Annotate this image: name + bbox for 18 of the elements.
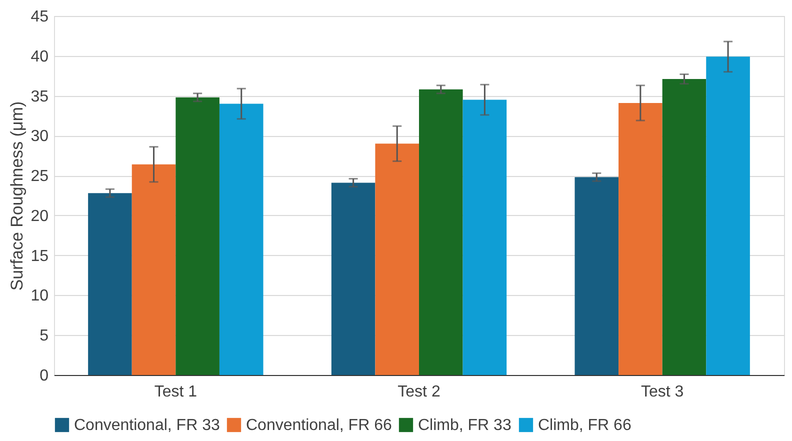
- x-tick-label: Test 2: [398, 384, 440, 400]
- legend-label: Conventional, FR 33: [74, 417, 220, 434]
- x-tick-label: Test 1: [154, 384, 198, 400]
- y-axis-title: Surface Roughness (μm): [8, 101, 27, 291]
- y-tick-label: 35: [30, 88, 49, 106]
- legend-label: Conventional, FR 66: [246, 417, 392, 434]
- y-tick-label: 5: [40, 328, 49, 345]
- y-tick-label: 0: [40, 368, 49, 384]
- y-tick-label: 45: [30, 8, 49, 26]
- legend-label: Climb, FR 66: [538, 417, 632, 434]
- y-tick-label: 10: [30, 288, 49, 305]
- y-tick-label: 25: [30, 168, 49, 186]
- y-tick-label: 30: [30, 128, 49, 146]
- y-tick-label: 15: [30, 248, 49, 265]
- y-tick-label: 20: [30, 208, 49, 225]
- y-tick-label: 40: [30, 48, 49, 66]
- legend-label: Climb, FR 33: [418, 417, 512, 434]
- x-tick-label: Test 3: [640, 384, 684, 400]
